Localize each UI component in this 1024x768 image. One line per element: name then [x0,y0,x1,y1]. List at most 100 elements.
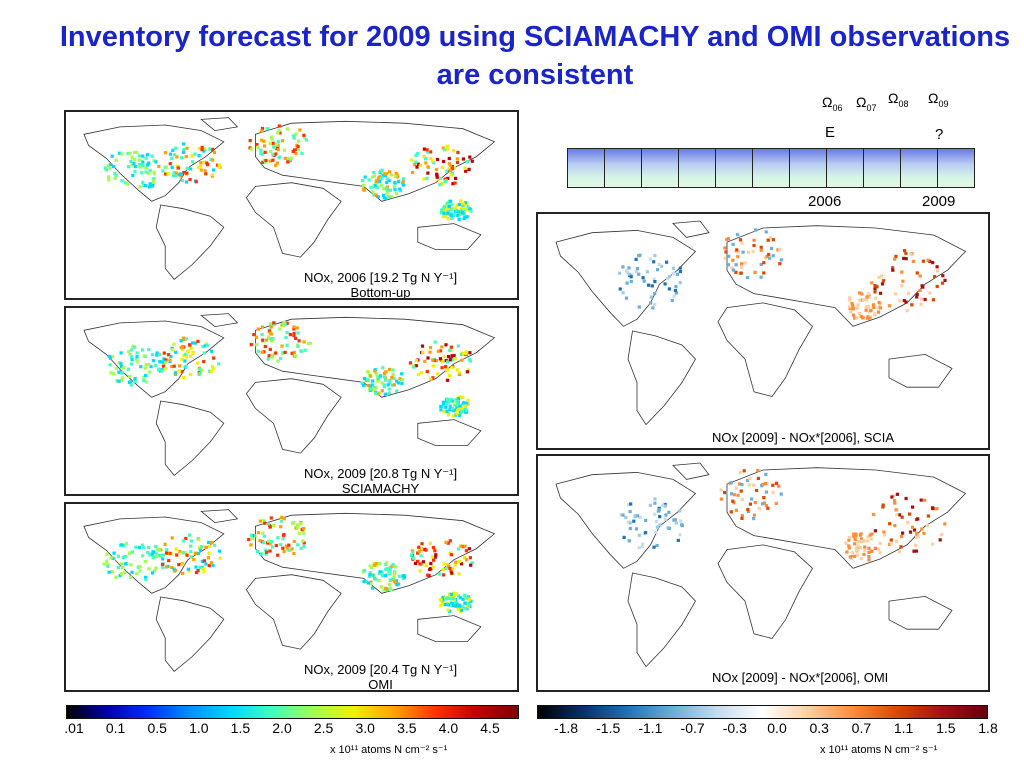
emission-pixel [751,250,755,254]
emission-pixel [372,193,376,197]
emission-pixel [171,174,176,178]
emission-pixel [442,410,446,414]
emission-pixel [288,333,292,337]
emission-pixel [866,316,870,320]
emission-pixel [277,124,281,128]
emission-pixel [374,391,378,396]
emission-pixel [120,365,124,369]
emission-pixel [140,348,145,352]
emission-pixel [867,550,871,554]
emission-pixel [393,571,397,575]
emission-pixel [655,543,659,548]
emission-pixel [925,524,929,528]
emission-pixel [901,531,905,535]
emission-pixel [745,478,750,483]
emission-pixel [435,173,439,177]
land-outline [627,572,696,668]
emission-pixel [372,170,376,175]
timeline-cell [753,149,790,187]
emission-pixel [205,161,209,165]
emission-pixel [152,179,156,183]
emission-pixel [625,270,629,274]
emission-pixel [461,202,465,206]
colorbar-tick-label: 3.0 [355,720,375,736]
emission-pixel [279,525,283,529]
emission-pixel [433,340,437,344]
emission-pixel [141,180,145,184]
emission-pixel [461,395,465,399]
emission-pixel [388,188,392,192]
emission-pixel [634,257,638,261]
emission-pixel [282,517,286,521]
emission-pixel [756,468,760,473]
emission-pixel [465,596,469,600]
emission-pixel [188,354,193,358]
emission-pixel [108,166,112,170]
emission-pixel [147,370,151,374]
emission-pixel [290,547,294,551]
emission-pixel [445,409,449,413]
emission-pixel [133,165,137,169]
emission-pixel [194,180,198,184]
emission-pixel [463,166,467,170]
emission-pixel [302,527,306,531]
emission-pixel [943,522,947,526]
emission-pixel [468,359,472,363]
emission-pixel [455,368,459,372]
emission-pixel [848,555,852,559]
emission-pixel [202,360,206,364]
colorbar-tick-label: 4.0 [438,720,459,736]
emission-pixel [360,381,364,385]
emission-pixel [907,291,911,295]
emission-pixel [470,561,474,565]
emission-pixel [861,298,865,302]
emission-pixel [130,570,134,574]
colorbar-tick-label: 1.8 [978,720,998,736]
emission-pixel [255,343,259,347]
emission-pixel [426,150,430,154]
emission-pixel [654,530,658,534]
emission-pixel [441,402,446,406]
emission-pixel [170,565,174,570]
emission-pixel [296,331,300,335]
emission-pixel [109,371,113,375]
emission-pixel [862,552,866,556]
emission-pixel [864,305,868,309]
emission-pixel [931,298,936,302]
emission-pixel [845,550,849,554]
emission-pixel [367,178,371,182]
emission-pixel [414,160,418,164]
emission-pixel [635,267,640,271]
emission-pixel [158,553,162,557]
emission-pixel [445,369,449,373]
emission-pixel [146,153,150,157]
emission-pixel [415,151,419,156]
emission-pixel [449,203,453,207]
emission-pixel [181,336,185,340]
emission-pixel [262,350,266,354]
emission-pixel [200,368,204,372]
emission-pixel [912,528,917,532]
emission-pixel [155,547,159,552]
land-outline [888,595,953,630]
land-outline [200,313,239,328]
emission-pixel [723,490,727,495]
emission-pixel [637,305,641,309]
emission-pixel [268,525,272,529]
emission-pixel [915,295,919,299]
map-diff-omi: NOx [2009] - NOx*[2006], OMI [536,454,990,692]
emission-pixel [141,154,145,158]
emission-pixel [442,209,446,213]
emission-pixel [461,351,465,355]
emission-pixel [116,554,120,558]
emission-pixel [655,525,659,529]
emission-pixel [189,372,193,377]
emission-pixel [178,549,182,554]
emission-pixel [147,546,151,550]
emission-pixel [277,155,281,159]
emission-pixel [424,161,428,165]
emission-pixel [449,213,453,217]
emission-pixel [859,539,863,543]
timeline-marker-question: ? [935,126,944,143]
emission-pixel [144,578,148,582]
